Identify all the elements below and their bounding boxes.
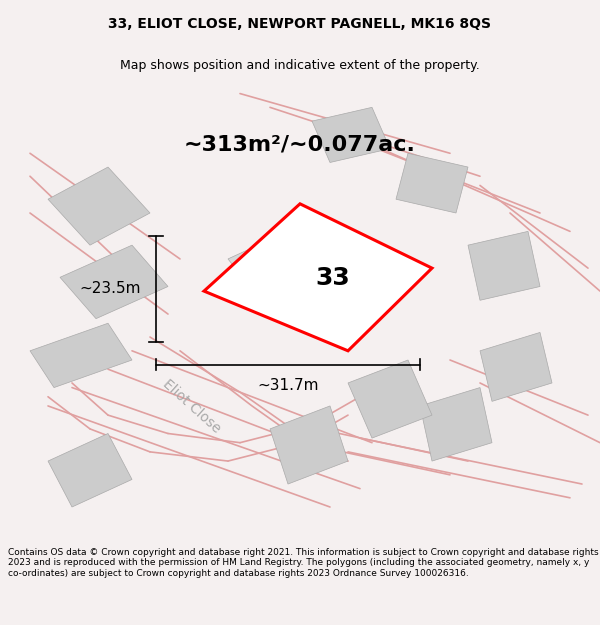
Text: ~31.7m: ~31.7m — [257, 378, 319, 393]
Polygon shape — [48, 167, 150, 245]
Polygon shape — [270, 406, 348, 484]
Polygon shape — [204, 204, 432, 351]
Polygon shape — [60, 245, 168, 319]
Polygon shape — [480, 332, 552, 401]
Text: 33: 33 — [316, 266, 350, 291]
Text: Contains OS data © Crown copyright and database right 2021. This information is : Contains OS data © Crown copyright and d… — [8, 548, 598, 578]
Text: Eliot Close: Eliot Close — [160, 376, 224, 436]
Polygon shape — [396, 153, 468, 213]
Polygon shape — [348, 360, 432, 438]
Text: ~23.5m: ~23.5m — [79, 281, 141, 296]
Polygon shape — [420, 388, 492, 461]
Polygon shape — [48, 434, 132, 507]
Text: ~313m²/~0.077ac.: ~313m²/~0.077ac. — [184, 134, 416, 154]
Polygon shape — [228, 231, 324, 305]
Text: 33, ELIOT CLOSE, NEWPORT PAGNELL, MK16 8QS: 33, ELIOT CLOSE, NEWPORT PAGNELL, MK16 8… — [109, 17, 491, 31]
Polygon shape — [312, 107, 390, 162]
Polygon shape — [30, 323, 132, 388]
Polygon shape — [468, 231, 540, 300]
Text: Map shows position and indicative extent of the property.: Map shows position and indicative extent… — [120, 59, 480, 72]
